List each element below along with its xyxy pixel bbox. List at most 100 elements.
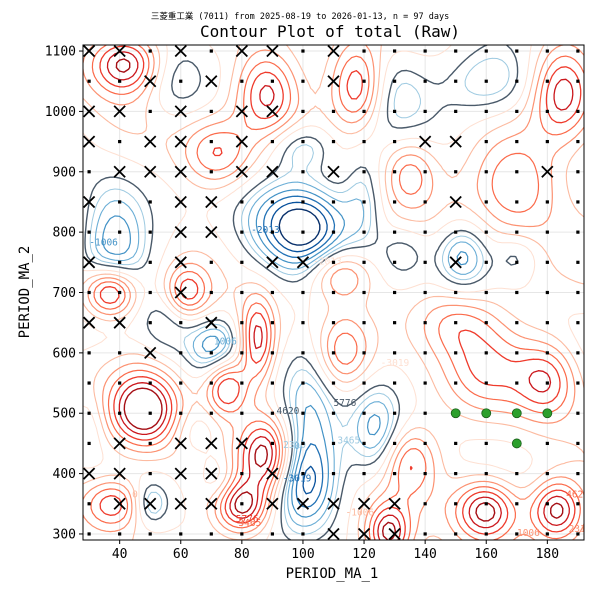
grid-point-marker: [545, 441, 549, 446]
grid-point-marker: [545, 532, 549, 536]
invalid-point-marker: [83, 316, 96, 329]
contour-line: [89, 57, 510, 535]
grid-point-marker: [576, 290, 580, 295]
x-tick-label: 60: [173, 547, 189, 562]
grid-point-marker: [240, 471, 244, 476]
grid-point-marker: [148, 200, 152, 204]
grid-point-marker: [362, 260, 366, 264]
grid-point-marker: [545, 109, 549, 114]
grid-point-marker: [240, 411, 244, 415]
grid-point-marker: [484, 532, 488, 536]
grid-point-marker: [209, 290, 213, 295]
invalid-point-marker: [235, 45, 248, 58]
invalid-point-marker: [205, 437, 218, 450]
grid-point-marker: [148, 109, 152, 114]
grid-point-marker: [209, 170, 213, 174]
invalid-point-marker: [83, 45, 96, 58]
grid-point-marker: [118, 200, 122, 204]
grid-point-marker: [423, 49, 427, 53]
grid-point-marker: [454, 230, 458, 234]
grid-point-marker: [362, 411, 366, 415]
grid-point-marker: [392, 321, 397, 325]
x-tick-label: 120: [352, 547, 375, 562]
invalid-point-marker: [327, 527, 340, 540]
grid-point-marker: [118, 260, 122, 264]
x-axis-ticks: 40 60 80 100 120 140 160 180: [112, 540, 559, 562]
grid-point-marker: [484, 109, 488, 114]
contour-line: [278, 208, 321, 246]
x-tick-label: 140: [413, 547, 436, 562]
grid-point-marker: [423, 502, 427, 506]
grid-point-marker: [515, 139, 519, 144]
invalid-point-marker: [113, 316, 126, 329]
best-point-marker: [511, 408, 522, 419]
grid-point-marker: [545, 290, 549, 295]
grid-point-marker: [484, 200, 488, 204]
contour-labels: -3019 -2013 -1006 0 1006 2310 3465 4620 5776 -301…: [89, 225, 589, 539]
grid-point-marker: [576, 351, 580, 355]
grid-point-marker: [362, 351, 366, 355]
grid-point-marker: [179, 79, 183, 83]
grid-point-marker: [362, 321, 366, 325]
contour-value-label: -3019: [283, 474, 312, 485]
grid-point-marker: [301, 49, 305, 53]
y-axis-label: PERIOD_MA_2: [17, 246, 33, 339]
y-tick-label: 1100: [45, 45, 76, 60]
grid-point-marker: [392, 260, 397, 264]
grid-point-marker: [209, 49, 213, 53]
grid-point-marker: [392, 200, 397, 204]
grid-point-marker: [331, 411, 336, 415]
grid-point-marker: [209, 381, 213, 385]
grid-point-marker: [576, 532, 580, 536]
grid-point-marker: [270, 139, 275, 144]
grid-point-marker: [515, 381, 519, 385]
grid-point-marker: [392, 230, 397, 234]
contour-value-label: 4620: [566, 489, 589, 500]
grid-point-marker: [240, 200, 244, 204]
grid-point-marker: [301, 321, 305, 325]
grid-point-marker: [392, 471, 397, 476]
grid-point-marker: [576, 79, 580, 83]
grid-point-marker: [515, 109, 519, 114]
grid-point-marker: [545, 79, 549, 83]
invalid-point-marker: [327, 45, 340, 58]
grid-point-marker: [484, 49, 488, 53]
grid-point-marker: [301, 109, 305, 114]
grid-point-marker: [148, 321, 152, 325]
x-tick-label: 80: [234, 547, 250, 562]
invalid-point-marker: [266, 497, 279, 510]
grid-point-marker: [118, 230, 122, 234]
invalid-point-marker: [327, 497, 340, 510]
grid-point-marker: [209, 260, 213, 264]
invalid-point-marker: [144, 135, 157, 148]
grid-point-marker: [545, 49, 549, 53]
grid-point-marker: [87, 290, 91, 295]
invalid-point-marker: [113, 165, 126, 178]
invalid-point-marker: [83, 195, 96, 209]
grid-point-marker: [454, 502, 458, 506]
grid-point-marker: [331, 260, 336, 264]
invalid-point-marker: [235, 135, 248, 148]
grid-point-marker: [515, 49, 519, 53]
invalid-point-marker: [205, 195, 218, 209]
grid-point-marker: [392, 109, 397, 114]
contour-value-label: 0: [294, 441, 300, 452]
contour-line: [263, 195, 336, 509]
grid-point-marker: [240, 79, 244, 83]
invalid-point-marker: [174, 437, 187, 450]
invalid-point-marker: [266, 105, 279, 118]
grid-point-marker: [515, 170, 519, 174]
invalid-point-marker: [266, 467, 279, 480]
grid-point-marker: [454, 79, 458, 83]
invalid-point-marker: [174, 286, 187, 299]
grid-point-marker: [423, 441, 427, 446]
grid-point-marker: [545, 260, 549, 264]
grid-point-marker: [423, 351, 427, 355]
invalid-point-marker: [174, 105, 187, 118]
grid-point-marker: [179, 321, 183, 325]
grid-point-marker: [484, 170, 488, 174]
grid-point-marker: [484, 471, 488, 476]
grid-point-marker: [515, 290, 519, 295]
grid-point-marker: [87, 532, 91, 536]
contour-value-label: -3019: [381, 358, 410, 369]
